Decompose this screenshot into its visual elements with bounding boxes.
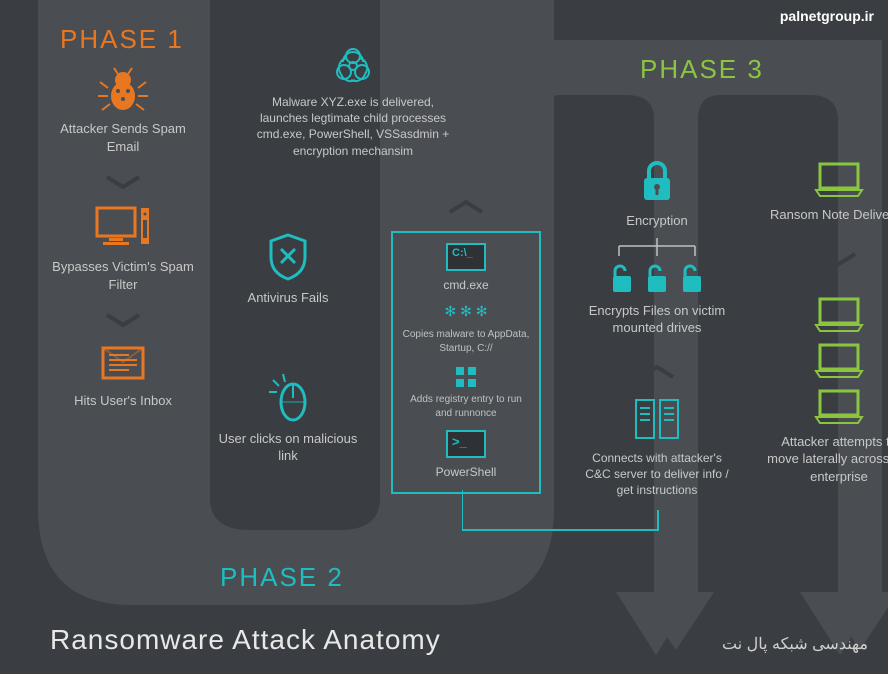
inbox-icon [99,344,147,384]
cmd-label: cmd.exe [401,275,531,295]
watermark-bottom: مهندسی شبکه پال نت [722,634,868,654]
cmd-box: C:\_ cmd.exe ✻ ✻ ✻ Copies malware to App… [391,231,541,494]
step-encryption-text: Encryption [582,212,732,230]
lock-icon [638,160,676,204]
phase-1-label: PHASE 1 [60,24,184,55]
step-encrypts-files: Encrypts Files on victim mounted drives [582,264,732,337]
column-phase1: Attacker Sends Spam Email Bypasses Victi… [48,66,198,418]
chevron-up-icon [268,200,308,218]
step-inbox-text: Hits User's Inbox [48,392,198,410]
mouse-click-icon [265,372,311,422]
tree-connector-icon [607,238,707,260]
unlocks-icon [607,264,707,294]
main-title: Ransomware Attack Anatomy [50,624,441,656]
step-bypass-filter-text: Bypasses Victim's Spam Filter [48,258,198,293]
column-phase3-left: Encryption Encrypts Files on victim moun… [582,160,732,506]
cmd-window-icon: C:\_ [446,243,486,271]
step-lateral-move-text: Attacker attempts to move laterally acro… [764,433,888,486]
laptop-icon [812,341,866,379]
grid-icon [456,367,476,387]
step-av-fails: Antivirus Fails [218,233,358,307]
step-ransom-note: Ransom Note Delivered [764,160,888,224]
chevron-down-icon [103,173,143,191]
bug-icon [98,66,148,112]
watermark-top: palnetgroup.ir [780,8,874,24]
chevron-up-icon [637,363,677,381]
column-phase2-header: Malware XYZ.exe is delivered, launches l… [248,46,458,159]
column-phase2-left: Antivirus Fails User clicks on malicious… [218,190,358,473]
biohazard-icon [333,46,373,86]
step-cc-server: Connects with attacker's C&C server to d… [582,396,732,499]
laptop-icon [812,295,866,333]
step-av-fails-text: Antivirus Fails [218,289,358,307]
registry-text: Adds registry entry to run and runnonce [401,393,531,420]
powershell-window-icon: >_ [446,430,486,458]
powershell-label: PowerShell [401,462,531,482]
step-click-link: User clicks on malicious link [218,372,358,465]
shield-x-icon [267,233,309,281]
copies-malware-text: Copies malware to AppData, Startup, C:// [401,328,531,355]
column-cmd-box: C:\_ cmd.exe ✻ ✻ ✻ Copies malware to App… [386,188,546,494]
laptop-icon [812,160,866,198]
step-spam-email: Attacker Sends Spam Email [48,66,198,155]
phase-3-label: PHASE 3 [640,54,764,85]
step-lateral-move: Attacker attempts to move laterally acro… [764,295,888,486]
step-encrypts-files-text: Encrypts Files on victim mounted drives [582,302,732,337]
laptop-icon [812,387,866,425]
column-phase3-right: Ransom Note Delivered Attacker attempts … [764,160,888,493]
step-spam-email-text: Attacker Sends Spam Email [48,120,198,155]
step-ransom-note-text: Ransom Note Delivered [764,206,888,224]
chevron-up-icon [268,339,308,357]
biohazard-row-icon: ✻ ✻ ✻ [401,303,531,320]
step-encryption: Encryption [582,160,732,230]
phase-2-label: PHASE 2 [220,562,344,593]
step-click-link-text: User clicks on malicious link [218,430,358,465]
malware-delivered-text: Malware XYZ.exe is delivered, launches l… [248,94,458,159]
servers-icon [632,396,682,442]
step-inbox: Hits User's Inbox [48,344,198,410]
monitor-icon [95,206,151,250]
chevron-down-icon [819,250,859,268]
step-bypass-filter: Bypasses Victim's Spam Filter [48,206,198,293]
step-cc-server-text: Connects with attacker's C&C server to d… [582,450,732,499]
chevron-up-icon [446,198,486,216]
chevron-down-icon [103,311,143,329]
